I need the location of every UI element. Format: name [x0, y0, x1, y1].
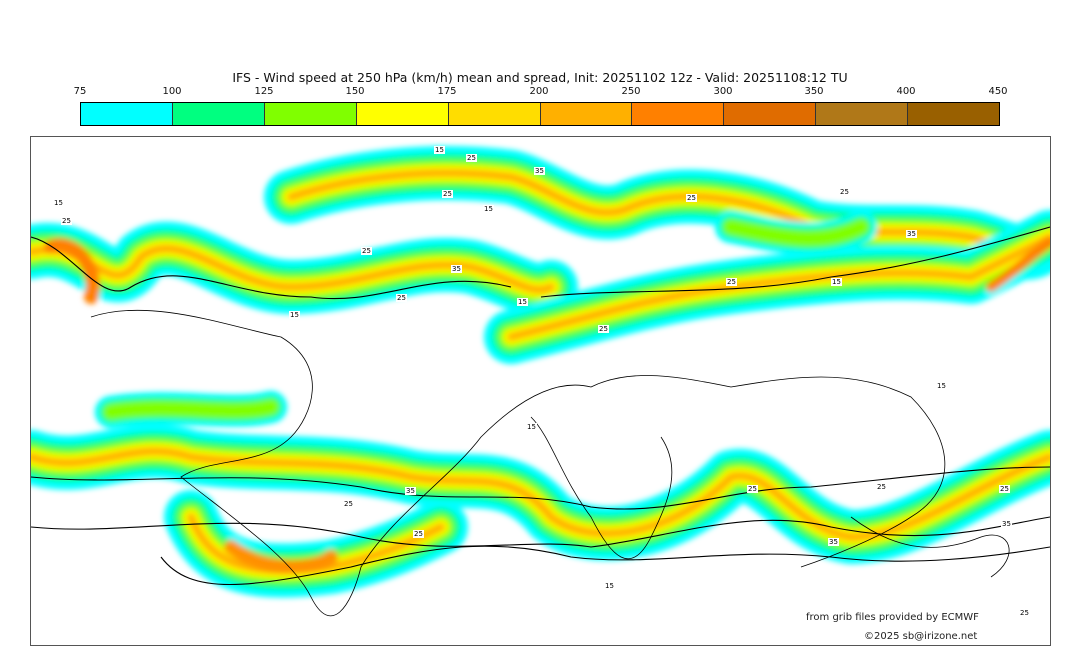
contour-label: 15 [526, 423, 537, 431]
colorbar-tick: 150 [345, 86, 365, 97]
jet-band [507, 233, 1050, 341]
contour-label: 15 [604, 582, 615, 590]
contour-label: 25 [686, 194, 697, 202]
jet-band [31, 447, 1050, 541]
colorbar-swatch [724, 103, 817, 125]
colorbar-swatch [908, 103, 1000, 125]
colorbar-tick: 450 [988, 86, 1008, 97]
colorbar-tick: 200 [529, 86, 549, 97]
colorbar-tick: 100 [162, 86, 182, 97]
chart-title: IFS - Wind speed at 250 hPa (km/h) mean … [232, 70, 848, 85]
colorbar-swatch [540, 103, 633, 125]
jet-band [723, 219, 869, 247]
contour-label: 25 [442, 190, 453, 198]
colorbar-tick: 250 [621, 86, 641, 97]
colorbar-tick: 75 [73, 86, 87, 97]
contour-label: 15 [936, 382, 947, 390]
jet-band [31, 244, 555, 294]
contour-label: 25 [396, 294, 407, 302]
contour-label: 35 [534, 167, 545, 175]
jet-band [287, 169, 1050, 257]
colorbar-swatch [356, 103, 449, 125]
colorbar-swatch [816, 103, 909, 125]
contour-label: 25 [876, 483, 887, 491]
colorbar-swatch [448, 103, 541, 125]
contour-label: 15 [434, 146, 445, 154]
colorbar-swatch [172, 103, 265, 125]
contour-label: 25 [343, 500, 354, 508]
contour-label: 25 [61, 217, 72, 225]
colorbar-swatch [264, 103, 357, 125]
contour-label: 25 [598, 325, 609, 333]
colorbar [80, 102, 1000, 126]
contour-label: 15 [53, 199, 64, 207]
colorbar-swatch [632, 103, 725, 125]
colorbar-tick: 300 [713, 86, 733, 97]
contour-label: 35 [828, 538, 839, 546]
contour-label: 15 [517, 298, 528, 306]
contour-label: 35 [451, 265, 462, 273]
colorbar-swatch [81, 103, 173, 125]
contour-label: 25 [413, 530, 424, 538]
contour-label: 25 [839, 188, 850, 196]
jet-core [224, 540, 338, 574]
jet-core [44, 238, 100, 304]
contours [31, 226, 1050, 585]
contour-label: 35 [405, 487, 416, 495]
jet-band [103, 399, 279, 420]
contour-label: 25 [466, 154, 477, 162]
contour-label: 25 [726, 278, 737, 286]
jet-core [986, 237, 1050, 292]
coastlines [90, 309, 1010, 617]
contour-label: 25 [747, 485, 758, 493]
copyright: ©2025 sb@irizone.net [864, 631, 978, 642]
contour-label: 15 [483, 205, 494, 213]
colorbar-tick: 400 [896, 86, 916, 97]
contour-label: 25 [1019, 609, 1030, 617]
contour-label: 25 [361, 247, 372, 255]
colorbar-tick: 175 [437, 86, 457, 97]
colorbar-tick: 350 [804, 86, 824, 97]
wind-field [31, 146, 1050, 617]
wind-speed-map[interactable]: 15 25 35 25 15 25 35 25 15 25 25 15 25 3… [30, 136, 1051, 646]
contour-label: 15 [831, 278, 842, 286]
contour-label: 15 [289, 311, 300, 319]
contour-label: 35 [1001, 520, 1012, 528]
colorbar-tick: 125 [254, 86, 274, 97]
source-credit: from grib files provided by ECMWF [806, 612, 979, 623]
contour-label: 25 [999, 485, 1010, 493]
contour-label: 35 [906, 230, 917, 238]
